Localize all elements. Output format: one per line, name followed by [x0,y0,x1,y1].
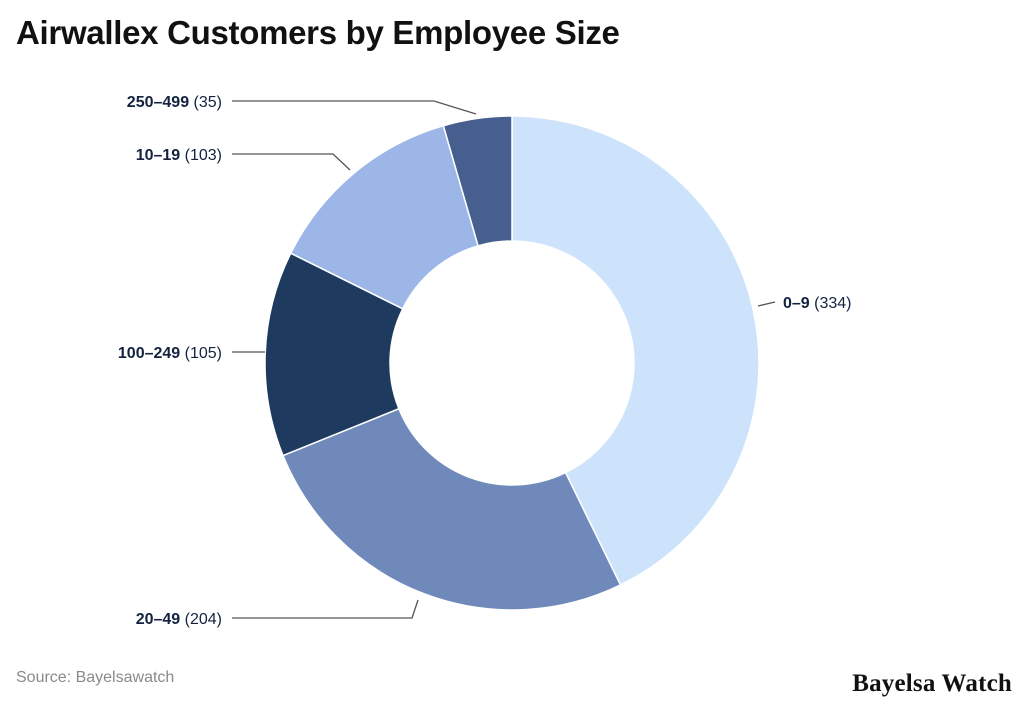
category-label: 10–19 [136,147,181,164]
leader-line-250-499 [232,100,477,115]
slices-group [264,115,760,611]
data-label-250-499: 250–499 (35) [127,94,222,111]
category-label: 20–49 [136,611,181,628]
value-label: (204) [180,611,222,628]
source-note: Source: Bayelsawatch [16,669,175,686]
leader-line-20-49 [232,599,419,619]
slice-0-9 [511,115,760,586]
category-label: 0–9 [783,295,810,312]
value-label: (35) [189,94,222,111]
leader-lines-group [232,100,776,619]
labels-group: 0–9 (334) 20–49 (204) 100–249 (105) 10–19 (… [118,94,852,628]
brand-logo: Bayelsa Watch [852,670,1012,697]
value-label: (105) [180,345,222,362]
category-label: 100–249 [118,345,180,362]
slice-20-49 [282,407,622,611]
data-label-0-9: 0–9 (334) [783,295,852,312]
leader-line-10-19 [232,153,351,171]
data-label-100-249: 100–249 (105) [118,345,222,362]
value-label: (103) [180,147,222,164]
data-label-20-49: 20–49 (204) [136,611,222,628]
leader-line-0-9 [757,301,776,307]
category-label: 250–499 [127,94,189,111]
value-label: (334) [810,295,852,312]
data-label-10-19: 10–19 (103) [136,147,222,164]
slice-250-499 [442,115,513,247]
chart-title: Airwallex Customers by Employee Size [16,14,620,51]
slice-10-19 [289,124,480,310]
